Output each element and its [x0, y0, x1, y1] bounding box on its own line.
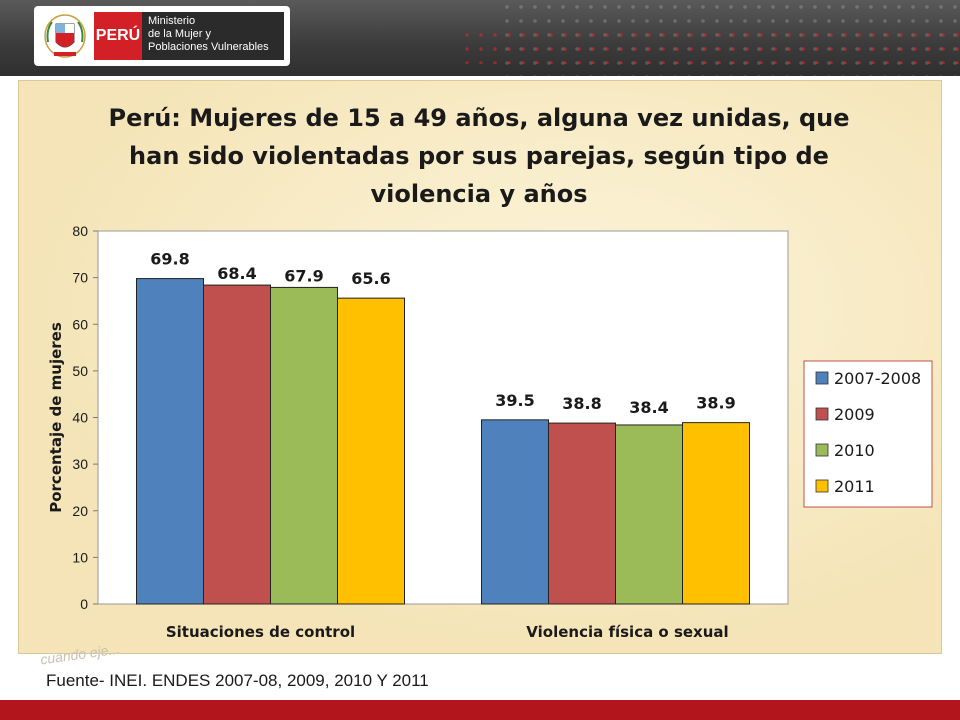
chart-title-line-2: han sido violentadas por sus parejas, se… — [129, 142, 829, 170]
ministry-logo[interactable]: PERÚ Ministerio de la Mujer y Poblacione… — [34, 6, 290, 66]
legend-swatch — [815, 479, 829, 493]
x-category-label: Situaciones de control — [166, 623, 355, 641]
peru-label: PERÚ — [94, 12, 142, 60]
y-axis-title: Porcentaje de mujeres — [47, 322, 65, 513]
header-bar: PERÚ Ministerio de la Mujer y Poblacione… — [0, 0, 960, 76]
chart-title-line-3: violencia y años — [370, 180, 588, 208]
chart-title-line-1: Perú: Mujeres de 15 a 49 años, alguna ve… — [108, 104, 850, 132]
y-tick-label: 20 — [72, 503, 88, 519]
data-label: 38.9 — [696, 394, 735, 413]
chart-title: Perú: Mujeres de 15 a 49 años, alguna ve… — [49, 99, 909, 213]
ministry-line-1: Ministerio — [148, 15, 196, 27]
coat-of-arms-icon — [44, 14, 86, 58]
y-tick-label: 30 — [72, 456, 88, 472]
bar-2010-0 — [270, 286, 338, 605]
bar-2009-1 — [548, 422, 616, 605]
legend-swatch — [815, 443, 829, 457]
data-label: 65.6 — [351, 269, 390, 288]
bar-2007-2008-0 — [136, 278, 204, 605]
ministry-name: Ministerio de la Mujer y Poblaciones Vul… — [142, 12, 284, 60]
data-label: 69.8 — [150, 250, 189, 269]
footer-red-bar — [0, 700, 960, 720]
data-label: 67.9 — [284, 266, 323, 285]
legend-label: 2010 — [834, 441, 875, 460]
bar-2010-1 — [615, 424, 683, 605]
x-category-label: Violencia física o sexual — [526, 623, 728, 641]
y-tick-label: 0 — [80, 596, 88, 612]
header-red-dot-pattern — [460, 28, 960, 64]
bar-2011-0 — [337, 297, 405, 605]
ministry-line-3: Poblaciones Vulnerables — [148, 41, 269, 53]
legend-label: 2007-2008 — [834, 369, 921, 388]
y-tick-label: 40 — [72, 410, 88, 426]
data-label: 38.8 — [562, 394, 601, 413]
data-label: 38.4 — [629, 398, 668, 417]
data-label: 39.5 — [495, 391, 534, 410]
bar-2011-1 — [682, 422, 750, 605]
legend-swatch — [815, 371, 829, 385]
source-note: Fuente- INEI. ENDES 2007-08, 2009, 2010 … — [46, 671, 429, 690]
data-label: 68.4 — [217, 264, 256, 283]
y-tick-label: 60 — [72, 316, 88, 332]
legend-swatch — [815, 407, 829, 421]
y-tick-label: 80 — [72, 223, 88, 239]
y-tick-label: 10 — [72, 549, 88, 565]
y-tick-label: 70 — [72, 270, 88, 286]
bar-2007-2008-1 — [481, 419, 549, 605]
bar-2009-0 — [203, 284, 271, 605]
ministry-line-2: de la Mujer y — [148, 28, 211, 40]
legend-label: 2011 — [834, 477, 875, 496]
legend-label: 2009 — [834, 405, 875, 424]
y-tick-label: 50 — [72, 363, 88, 379]
